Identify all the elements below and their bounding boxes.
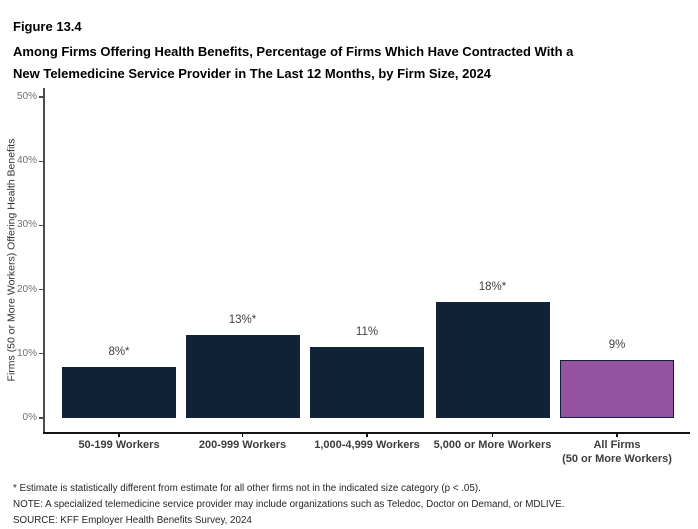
bar-value-label: 11% — [355, 326, 379, 339]
bar — [185, 334, 300, 418]
footnote-note: NOTE: A specialized telemedicine service… — [13, 498, 565, 510]
category-label: 1,000-4,999 Workers — [289, 439, 445, 453]
bar — [62, 366, 176, 418]
footnote-asterisk: * Estimate is statistically different fr… — [13, 483, 481, 494]
x-axis-tick — [241, 433, 244, 438]
y-axis-tick — [38, 224, 43, 226]
figure-number: Figure 13.4 — [13, 19, 82, 34]
category-label: 50-199 Workers — [41, 439, 197, 453]
y-axis-tick — [38, 353, 43, 355]
figure-title: Among Firms Offering Health Benefits, Pe… — [13, 41, 671, 85]
category-label-line: 50-199 Workers — [78, 439, 160, 451]
y-axis-tick — [38, 96, 43, 98]
bar — [310, 347, 424, 418]
y-axis-tick-label: 20% — [16, 283, 37, 295]
x-axis-tick — [366, 433, 368, 438]
bar-value-label: 13%* — [228, 313, 257, 326]
category-label-line: All Firms — [593, 439, 641, 451]
y-axis-tick-label: 10% — [16, 347, 37, 359]
bar — [435, 302, 550, 418]
category-label-line: 1,000-4,999 Workers — [314, 439, 420, 451]
y-axis-tick-label: 0% — [22, 412, 37, 423]
category-label: 200-999 Workers — [165, 439, 321, 453]
footnotes: * Estimate is statistically different fr… — [13, 481, 693, 529]
category-label-line: 200-999 Workers — [198, 439, 287, 451]
y-axis-line — [43, 88, 45, 433]
bar — [560, 360, 674, 418]
figure-title-line-2: New Telemedicine Service Provider in The… — [13, 66, 492, 81]
y-axis-tick-label: 40% — [16, 155, 37, 167]
x-axis-tick — [491, 433, 494, 438]
y-axis-tick — [38, 289, 43, 291]
x-axis-tick — [118, 433, 120, 438]
category-label: All Firms (50 or More Workers) — [539, 439, 695, 466]
x-axis-tick — [616, 433, 618, 438]
category-label: 5,000 or More Workers — [415, 439, 571, 453]
y-axis-tick — [38, 160, 43, 162]
footnote-source: SOURCE: KFF Employer Health Benefits Sur… — [13, 514, 252, 526]
x-axis-line — [43, 432, 690, 434]
bar-value-label: 8%* — [108, 345, 130, 358]
y-axis-tick — [38, 417, 43, 419]
bar-value-label: 18%* — [478, 281, 507, 294]
bar-value-label: 9% — [608, 339, 626, 352]
category-label-line: (50 or More Workers) — [562, 452, 672, 465]
y-axis-tick-label: 30% — [16, 219, 37, 231]
y-axis-tick-label: 50% — [16, 91, 37, 102]
category-label-line: 5,000 or More Workers — [433, 439, 552, 451]
figure-title-line-1: Among Firms Offering Health Benefits, Pe… — [13, 44, 574, 59]
